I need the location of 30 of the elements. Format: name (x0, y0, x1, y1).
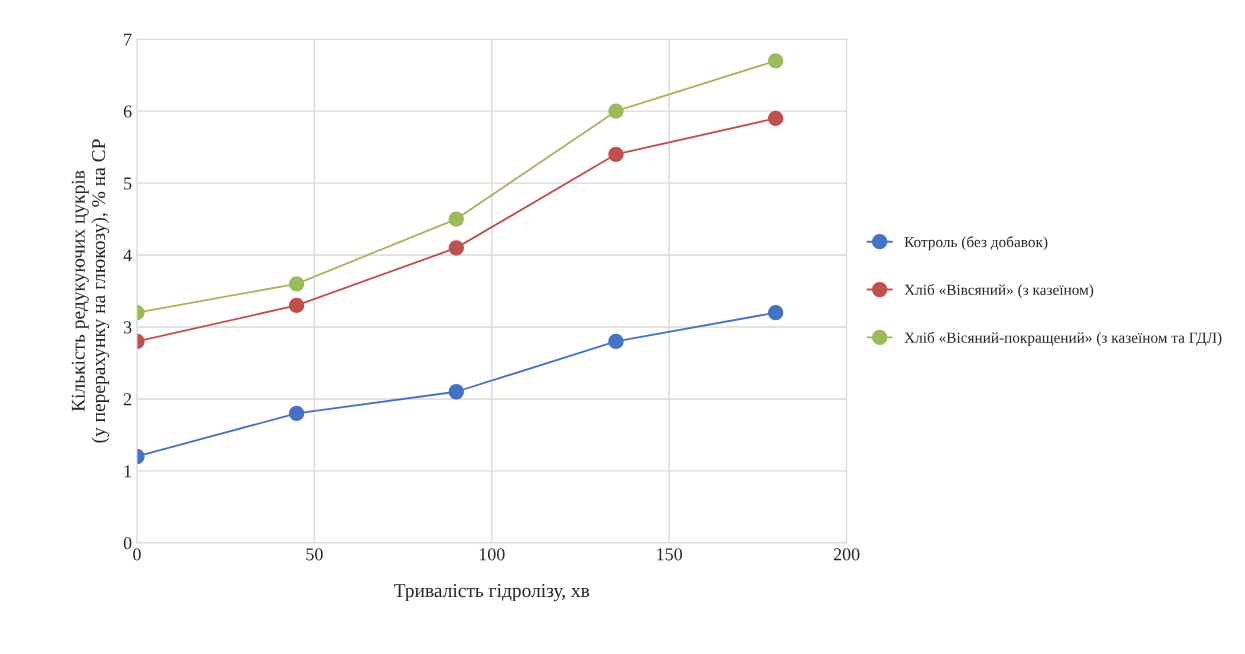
point (768, 53, 784, 69)
legend-label: Хліб «Вівсяний» (з казеїном) (904, 283, 1094, 299)
x-tick-label: 150 (657, 548, 683, 561)
y-tick-label: 7 (124, 33, 132, 46)
point (768, 304, 784, 321)
point (448, 384, 464, 400)
legend-label: Хліб «Вісяний-покращений» (з казеїном та ГДЛ) (904, 331, 1222, 346)
point (608, 146, 624, 162)
y-tick-label: 3 (123, 321, 132, 334)
point (608, 333, 624, 350)
point (288, 297, 305, 314)
x-tick-label: 100 (479, 548, 505, 561)
y-tick-label: 0 (123, 537, 132, 550)
x-axis-title: Тривалість гідролізу, хв (394, 584, 590, 602)
point (608, 103, 624, 119)
y-tick-label: 6 (123, 105, 132, 118)
y-tick-label: 1 (124, 465, 132, 478)
legend-label: Котроль (без добавок) (904, 236, 1048, 251)
point (448, 211, 464, 227)
point (288, 405, 305, 421)
y-tick-label: 2 (123, 393, 132, 406)
y-tick-label: 4 (123, 249, 132, 262)
point (448, 240, 464, 256)
y-axis-title: Кількість редукуючих цукрів (у перерахунку на глюкозу), % на СР (71, 139, 110, 443)
point (768, 110, 784, 127)
x-tick-label: 0 (133, 548, 141, 561)
y-tick-label: 5 (124, 177, 132, 190)
x-tick-label: 200 (833, 548, 860, 561)
point (288, 276, 305, 292)
x-tick-label: 50 (306, 548, 323, 561)
